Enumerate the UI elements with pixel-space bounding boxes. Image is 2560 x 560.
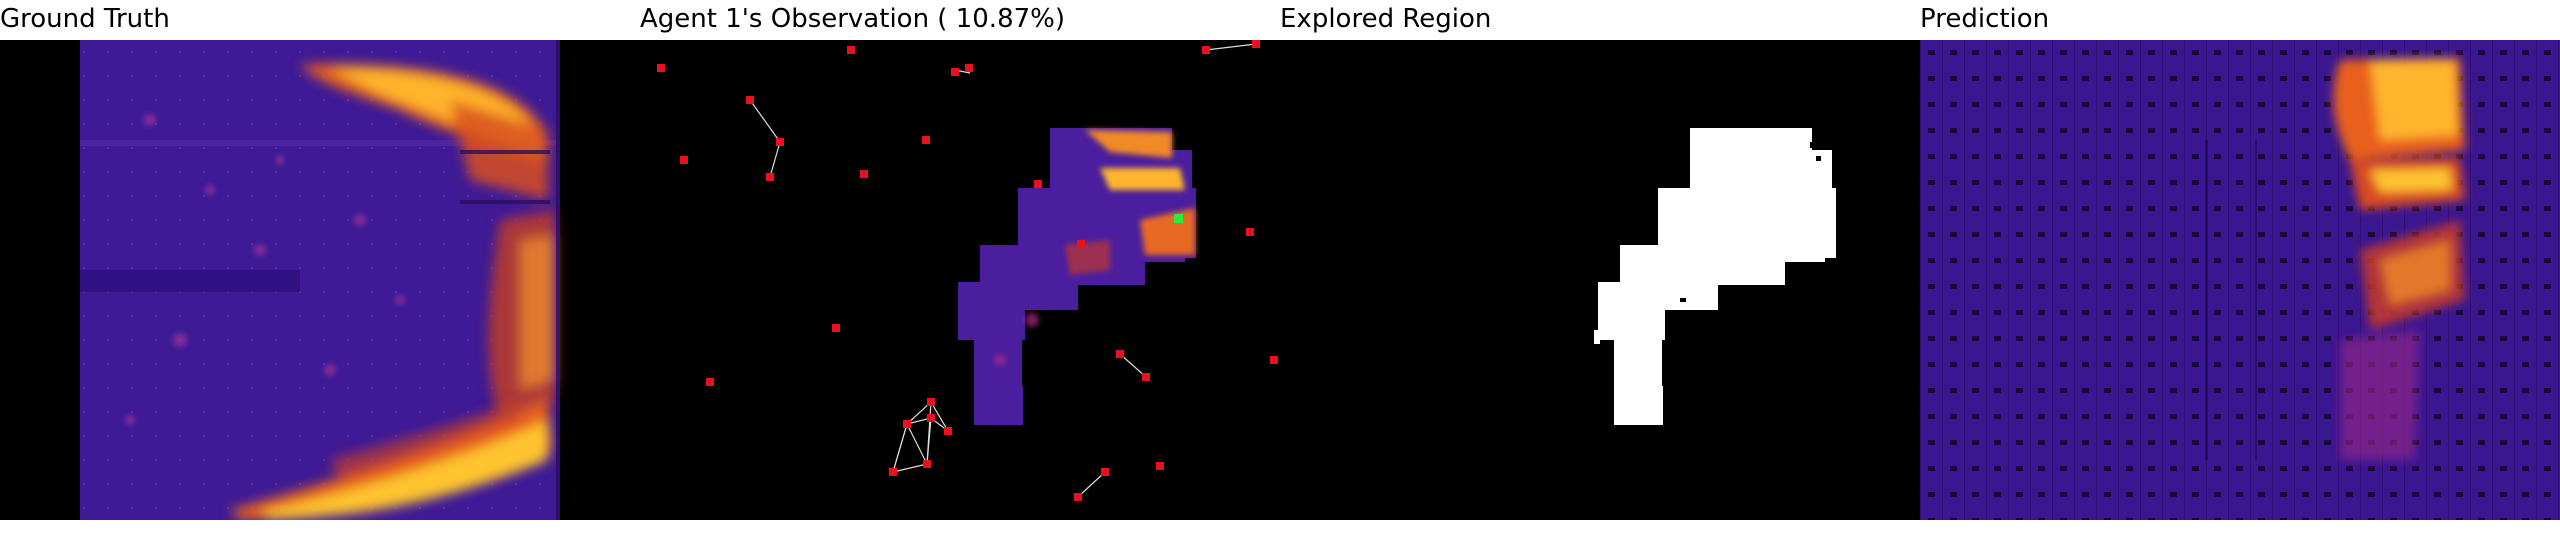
- agent-icon: [927, 414, 935, 422]
- agent-icon: [1101, 468, 1109, 476]
- agent-icon: [1034, 180, 1042, 188]
- agent-icon: [965, 64, 973, 72]
- explored-region-panel: [1280, 40, 1920, 520]
- agent-icon: [1202, 46, 1210, 54]
- agent-icon: [746, 96, 754, 104]
- agent-markers: [657, 40, 1278, 501]
- agent-icon: [860, 170, 868, 178]
- agent-icon: [1142, 373, 1150, 381]
- agent-icon: [944, 427, 952, 435]
- observation-title: Agent 1's Observation ( 10.87%): [640, 4, 1066, 34]
- agent-icon: [1077, 240, 1085, 248]
- agent-icon: [922, 136, 930, 144]
- agent-icon: [657, 64, 665, 72]
- agent-icon: [766, 173, 774, 181]
- agent-icon: [1156, 462, 1164, 470]
- observation-panel: [640, 40, 1280, 520]
- agent-icon: [951, 68, 959, 76]
- agent-icon: [927, 398, 935, 406]
- active-agent-icon: [1174, 214, 1183, 223]
- explored-area: [1598, 128, 1836, 425]
- agent-icon: [1116, 350, 1124, 358]
- ground-truth-title: Ground Truth: [0, 4, 170, 34]
- prediction-title: Prediction: [1920, 4, 2050, 34]
- agent-icon: [923, 460, 931, 468]
- agent-icon: [1252, 40, 1260, 48]
- agent-icon: [1074, 493, 1082, 501]
- explored-region-map: [1280, 40, 1920, 520]
- observed-region: [958, 128, 1196, 425]
- prediction-heatmap: [1920, 40, 2560, 520]
- agent-icon: [889, 468, 897, 476]
- prediction-panel: [1920, 40, 2560, 520]
- agent-icon: [1246, 228, 1254, 236]
- agent-icon: [680, 156, 688, 164]
- explored-region-title: Explored Region: [1280, 4, 1492, 34]
- agent-icon: [847, 46, 855, 54]
- ground-truth-panel: [0, 40, 640, 520]
- agent-icon: [832, 324, 840, 332]
- agent-icon: [776, 138, 784, 146]
- ground-truth-heatmap: [0, 40, 640, 520]
- agent-icon: [903, 420, 911, 428]
- agent-icon: [1270, 356, 1278, 364]
- observation-map: [640, 40, 1280, 520]
- agent-icon: [706, 378, 714, 386]
